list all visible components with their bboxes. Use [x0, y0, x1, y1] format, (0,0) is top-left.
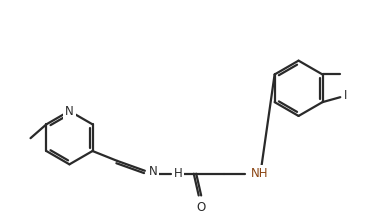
Text: O: O: [197, 201, 206, 214]
Text: N: N: [149, 165, 157, 178]
Text: I: I: [344, 89, 348, 102]
Text: NH: NH: [251, 167, 268, 180]
Text: H: H: [174, 167, 182, 180]
Text: N: N: [65, 105, 74, 118]
